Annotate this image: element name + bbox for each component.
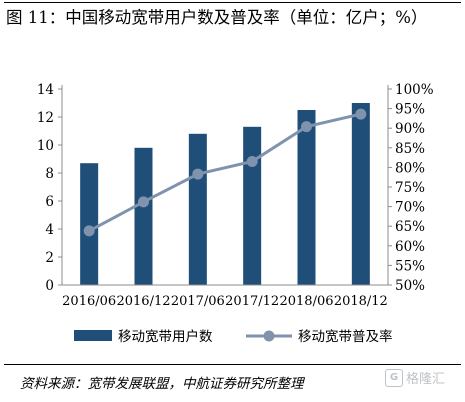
left-tick-label: 6 bbox=[45, 194, 54, 210]
x-ticks: 2016/06 2016/12 2017/06 2017/12 2018/06 2018/… bbox=[62, 294, 388, 309]
right-tick-label: 55% bbox=[395, 258, 425, 274]
source-note: 资料来源：宽带发展联盟，中航证券研究所整理 bbox=[20, 376, 304, 392]
bottom-rule bbox=[4, 364, 461, 365]
rate-point bbox=[301, 121, 312, 133]
x-tick-label: 2017/06 bbox=[171, 294, 225, 309]
bar bbox=[188, 133, 207, 285]
bar bbox=[80, 163, 99, 285]
legend-bar-swatch bbox=[74, 330, 112, 341]
left-tick-label: 8 bbox=[45, 166, 54, 182]
x-tick-label: 2016/06 bbox=[62, 294, 116, 309]
x-tick-label: 2017/12 bbox=[225, 294, 279, 309]
left-tick-label: 14 bbox=[37, 82, 54, 98]
right-tick-label: 50% bbox=[395, 278, 425, 294]
x-tick-label: 2018/12 bbox=[334, 294, 388, 309]
right-ticks: 50% 55% 60% 65% 70% 75% 80% 85% 90% 95% 100% bbox=[388, 82, 434, 294]
rate-point bbox=[192, 168, 204, 180]
left-tick-label: 2 bbox=[45, 250, 54, 266]
bar bbox=[134, 147, 153, 285]
rate-point bbox=[355, 108, 367, 120]
right-tick-label: 85% bbox=[395, 141, 425, 157]
legend-bar-label: 移动宽带用户数 bbox=[118, 328, 213, 345]
axes-layer bbox=[61, 85, 389, 286]
combo-chart: 0 2 4 6 8 10 12 14 50% 55% 60% 65% 70% 75% 80% 85% 90% 9… bbox=[37, 82, 434, 345]
right-tick-label: 95% bbox=[395, 102, 425, 118]
right-tick-label: 60% bbox=[395, 239, 425, 255]
left-tick-label: 10 bbox=[37, 138, 54, 154]
left-tick-label: 0 bbox=[45, 278, 54, 294]
left-ticks: 0 2 4 6 8 10 12 14 bbox=[37, 82, 62, 294]
bar bbox=[243, 126, 262, 285]
right-tick-label: 100% bbox=[395, 82, 434, 98]
right-tick-label: 75% bbox=[395, 180, 425, 196]
right-tick-label: 70% bbox=[395, 200, 425, 216]
bar bbox=[351, 103, 370, 285]
legend-line-marker bbox=[263, 330, 275, 342]
watermark-text: 格隆汇 bbox=[406, 372, 446, 387]
left-tick-label: 4 bbox=[45, 222, 54, 238]
figure-title: 图 11：中国移动宽带用户数及普及率（单位：亿户；%） bbox=[6, 8, 428, 27]
right-tick-label: 90% bbox=[395, 121, 425, 137]
left-tick-label: 12 bbox=[37, 110, 54, 126]
rate-point bbox=[83, 225, 95, 237]
top-rule bbox=[4, 2, 461, 3]
rate-point bbox=[246, 156, 258, 168]
x-tick-label: 2016/12 bbox=[116, 294, 170, 309]
watermark: G 格隆汇 bbox=[385, 368, 445, 387]
watermark-logo-icon: G bbox=[385, 368, 403, 387]
bar bbox=[297, 110, 316, 285]
line-layer bbox=[83, 108, 367, 237]
x-tick-label: 2018/06 bbox=[279, 294, 333, 309]
bars-layer bbox=[80, 103, 370, 285]
right-tick-label: 80% bbox=[395, 160, 425, 176]
legend: 移动宽带用户数 移动宽带普及率 bbox=[74, 328, 393, 345]
legend-line-label: 移动宽带普及率 bbox=[298, 328, 393, 345]
rate-line bbox=[88, 112, 362, 233]
rate-point bbox=[138, 196, 149, 208]
right-tick-label: 65% bbox=[395, 219, 425, 235]
